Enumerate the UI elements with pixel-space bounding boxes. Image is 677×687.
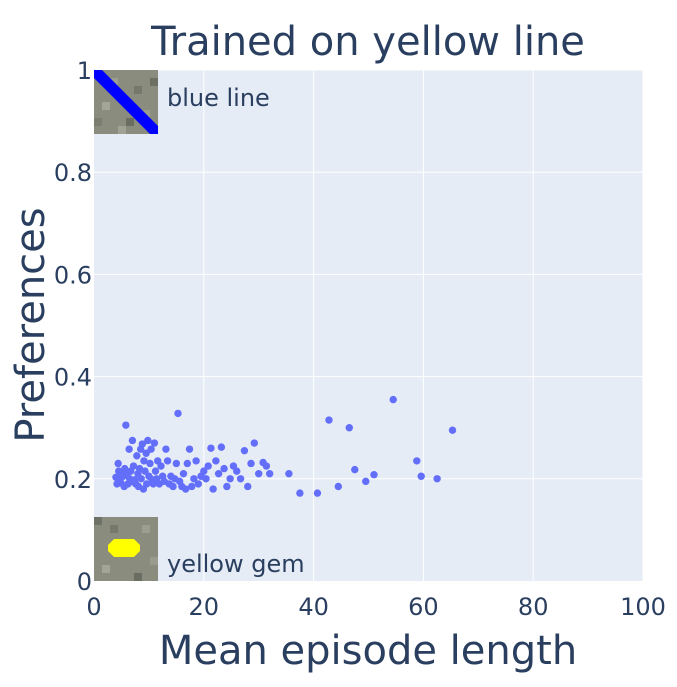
data-point <box>233 467 241 475</box>
data-point <box>220 464 228 473</box>
data-point <box>313 489 322 497</box>
data-point <box>433 475 441 483</box>
y-tick-label: 0 <box>77 568 92 596</box>
data-point <box>169 482 177 491</box>
chart-title: Trained on yellow line <box>150 19 585 65</box>
data-point <box>128 436 137 445</box>
data-point <box>194 480 203 488</box>
x-axis-title: Mean episode length <box>159 628 577 674</box>
data-point <box>296 489 304 497</box>
x-tick-label: 100 <box>620 593 666 621</box>
y-tick-label: 0.4 <box>54 364 92 392</box>
data-point <box>448 426 457 434</box>
data-point <box>179 469 188 478</box>
data-point <box>240 446 249 455</box>
data-point <box>236 475 245 483</box>
data-point <box>202 475 210 483</box>
data-point <box>204 462 212 470</box>
y-axis-title: Preferences <box>8 207 54 442</box>
data-point <box>247 459 255 468</box>
data-point <box>389 395 397 404</box>
data-point <box>285 469 293 478</box>
data-point <box>188 482 196 491</box>
data-point <box>133 452 141 460</box>
x-tick-label: 80 <box>518 593 549 621</box>
data-point <box>214 469 223 478</box>
y-tick-labels: 0 0.2 0.4 0.6 0.8 1 <box>54 57 92 596</box>
x-tick-label: 0 <box>86 593 101 621</box>
data-point <box>262 462 271 470</box>
data-point <box>151 467 160 475</box>
data-point <box>185 445 194 453</box>
data-point <box>150 439 159 447</box>
y-tick-label: 1 <box>77 57 92 85</box>
data-point <box>147 445 155 453</box>
data-point <box>122 421 130 429</box>
data-point <box>142 449 150 457</box>
data-point <box>157 462 165 470</box>
y-tick-label: 0.6 <box>54 261 92 289</box>
x-tick-label: 20 <box>189 593 220 621</box>
data-points <box>112 395 457 497</box>
x-tick-label: 60 <box>408 593 439 621</box>
data-point <box>370 471 378 479</box>
data-point <box>137 475 145 483</box>
data-point <box>129 462 138 470</box>
data-point <box>143 480 151 488</box>
data-point <box>172 459 181 468</box>
data-point <box>114 459 122 468</box>
annotation-bottom-label: yellow gem <box>167 550 305 578</box>
data-point <box>250 439 259 447</box>
grid-lines <box>94 69 644 581</box>
data-point <box>217 443 226 451</box>
data-point <box>200 467 208 475</box>
data-point <box>255 469 263 478</box>
data-point <box>190 475 198 483</box>
yellow-gem-icon <box>94 517 158 581</box>
data-point <box>325 416 333 424</box>
y-tick-label: 0.8 <box>54 159 92 187</box>
data-point <box>207 444 215 452</box>
data-point <box>334 482 343 491</box>
data-point <box>265 469 274 478</box>
data-point <box>351 465 359 474</box>
data-point <box>413 457 421 465</box>
data-point <box>212 457 220 465</box>
data-point <box>162 445 170 453</box>
plot-area <box>94 70 643 581</box>
data-point <box>174 409 182 418</box>
data-point <box>140 457 148 465</box>
data-point <box>362 477 370 486</box>
x-tick-labels: 0 20 40 60 80 100 <box>86 593 666 621</box>
data-point <box>223 482 231 491</box>
data-point <box>135 464 144 473</box>
data-point <box>125 445 133 453</box>
data-point <box>163 457 172 465</box>
data-point <box>244 482 252 491</box>
x-tick-label: 40 <box>298 593 329 621</box>
data-point <box>144 436 152 445</box>
data-point <box>138 440 147 448</box>
data-point <box>181 485 190 493</box>
data-point <box>192 457 200 465</box>
data-point <box>121 464 129 473</box>
y-tick-label: 0.2 <box>54 466 92 494</box>
data-point <box>226 475 234 483</box>
annotation-top-label: blue line <box>167 84 270 112</box>
data-point <box>141 467 149 475</box>
data-point <box>146 459 154 468</box>
data-point <box>417 472 425 480</box>
data-point <box>183 459 192 468</box>
data-point <box>345 424 353 432</box>
blue-line-icon <box>94 70 158 134</box>
data-point <box>209 485 217 493</box>
